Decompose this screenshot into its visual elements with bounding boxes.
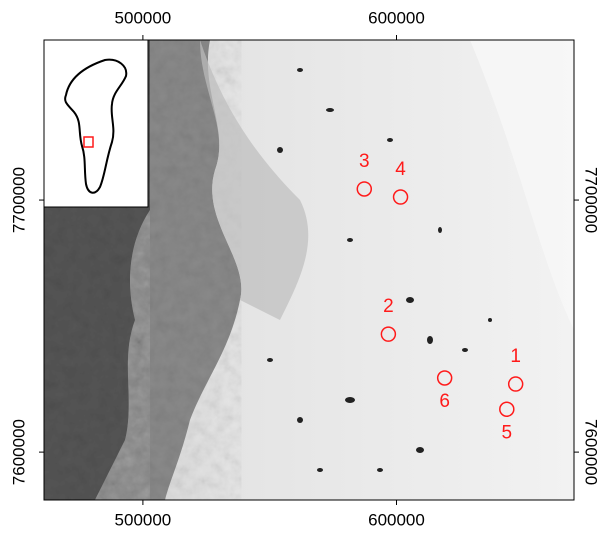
site-marker [499,401,515,418]
site-marker [507,376,524,392]
site-marker [436,370,453,386]
lakes [267,68,492,472]
site-marker [380,326,397,342]
x-tick-label: 600000 [368,8,425,27]
site-marker [356,181,373,197]
x-tick-label: 500000 [115,510,172,529]
y-tick-label: 7600000 [582,419,601,485]
plot-frame [43,39,575,501]
site-label: 4 [395,159,406,180]
x-tick-label: 500000 [115,8,172,27]
y-tick-label: 7700000 [582,167,601,233]
inset-map [43,39,149,208]
y-tick-label: 7600000 [9,419,28,485]
site-label: 5 [502,422,513,443]
site-label: 2 [383,296,394,317]
site-marker [392,189,409,205]
x-tick-label: 600000 [368,510,425,529]
site-label: 3 [359,151,370,172]
site-label: 6 [439,391,450,412]
y-tick-label: 7700000 [9,167,28,233]
site-label: 1 [510,346,521,367]
